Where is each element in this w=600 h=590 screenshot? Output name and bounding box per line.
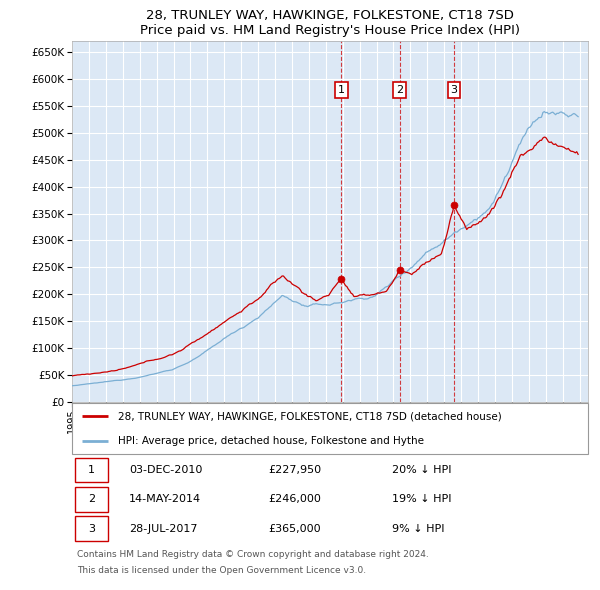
FancyBboxPatch shape (74, 458, 108, 483)
Text: 3: 3 (88, 524, 95, 534)
Text: 1: 1 (338, 85, 345, 95)
FancyBboxPatch shape (74, 487, 108, 512)
Text: 2: 2 (88, 494, 95, 504)
FancyBboxPatch shape (72, 403, 588, 454)
Text: 14-MAY-2014: 14-MAY-2014 (129, 494, 201, 504)
Text: 3: 3 (451, 85, 457, 95)
Title: 28, TRUNLEY WAY, HAWKINGE, FOLKESTONE, CT18 7SD
Price paid vs. HM Land Registry': 28, TRUNLEY WAY, HAWKINGE, FOLKESTONE, C… (140, 9, 520, 37)
Text: 20% ↓ HPI: 20% ↓ HPI (392, 465, 451, 475)
Text: 03-DEC-2010: 03-DEC-2010 (129, 465, 202, 475)
Text: 2: 2 (396, 85, 403, 95)
Text: 9% ↓ HPI: 9% ↓ HPI (392, 524, 445, 534)
Text: Contains HM Land Registry data © Crown copyright and database right 2024.: Contains HM Land Registry data © Crown c… (77, 550, 429, 559)
Text: 28-JUL-2017: 28-JUL-2017 (129, 524, 197, 534)
Text: £365,000: £365,000 (268, 524, 321, 534)
Text: HPI: Average price, detached house, Folkestone and Hythe: HPI: Average price, detached house, Folk… (118, 436, 424, 446)
Text: £227,950: £227,950 (268, 465, 321, 475)
Text: 28, TRUNLEY WAY, HAWKINGE, FOLKESTONE, CT18 7SD (detached house): 28, TRUNLEY WAY, HAWKINGE, FOLKESTONE, C… (118, 411, 502, 421)
Text: £246,000: £246,000 (268, 494, 321, 504)
Text: 19% ↓ HPI: 19% ↓ HPI (392, 494, 451, 504)
Text: This data is licensed under the Open Government Licence v3.0.: This data is licensed under the Open Gov… (77, 566, 366, 575)
Text: 1: 1 (88, 465, 95, 475)
FancyBboxPatch shape (74, 516, 108, 541)
